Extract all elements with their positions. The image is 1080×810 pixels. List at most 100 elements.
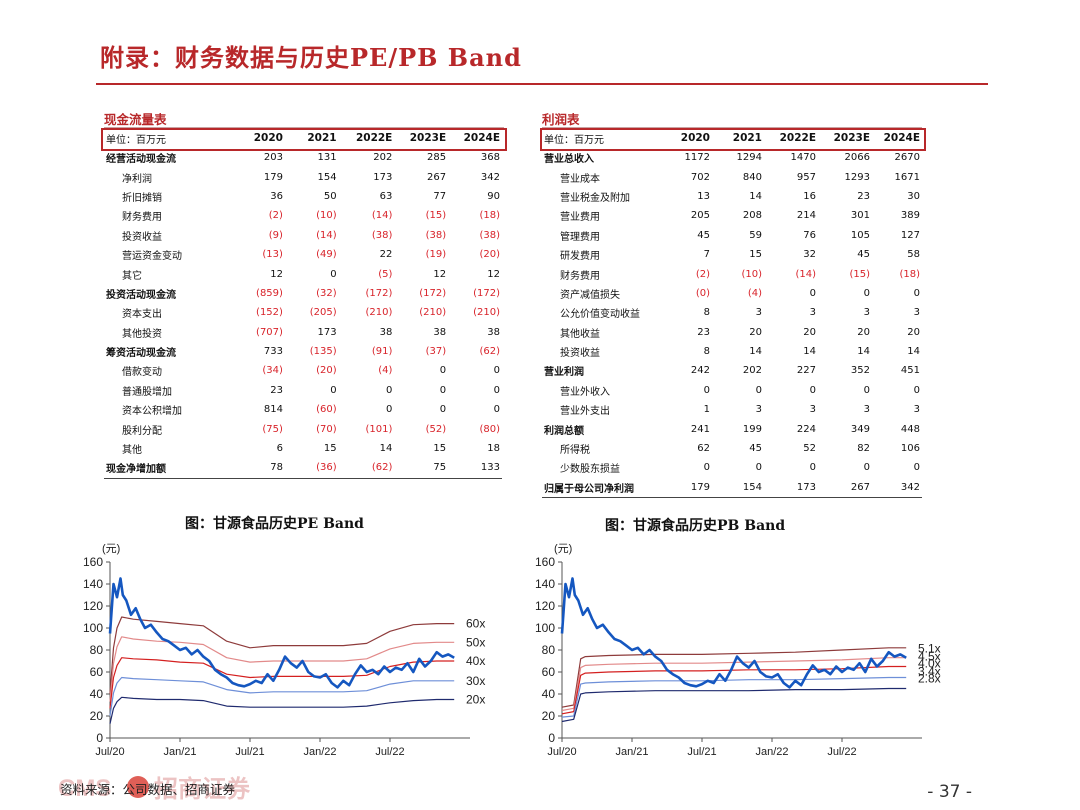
income-row-label: 少数股东损益: [560, 464, 620, 476]
cash-flow-cell: (5): [378, 268, 393, 280]
income-cell: 45: [749, 443, 762, 455]
cash-flow-year: 2022E: [355, 132, 393, 144]
cash-flow-cell: 22: [379, 249, 393, 261]
cash-flow-cell: (205): [309, 307, 337, 319]
cash-flow-cell: 173: [373, 171, 393, 183]
pe-band-line: [109, 636, 455, 702]
cash-flow-row-label: 资本公积增加: [122, 406, 182, 418]
income-cell: 58: [907, 249, 920, 261]
income-row: 营业成本 702 840 957 1293 1671: [542, 167, 922, 186]
cash-flow-label: 现金流量表: [104, 112, 167, 127]
income-cell: 14: [857, 346, 870, 358]
cash-flow-cell: (135): [309, 346, 337, 358]
income-row: 归属于母公司净利润 179 154 173 267 342: [542, 477, 922, 499]
pb-y-tick-label: 100: [535, 621, 555, 635]
cash-flow-cell: 12: [270, 268, 283, 280]
pe-y-tick-label: 40: [90, 687, 104, 701]
cash-flow-cell: (52): [425, 423, 447, 435]
income-cell: 1: [703, 404, 710, 416]
income-cell: 202: [742, 365, 762, 377]
income-cell: 3: [863, 307, 870, 319]
cash-flow-cell: 15: [433, 443, 447, 455]
cash-flow-row: 股利分配 (75) (70) (101) (52) (80): [104, 419, 502, 438]
income-row-label: 投资收益: [560, 348, 600, 360]
income-cell: 241: [690, 423, 710, 435]
income-cell: 45: [857, 249, 870, 261]
cash-flow-cell: (14): [371, 210, 393, 222]
cash-flow-cell: 0: [330, 384, 337, 396]
income-cell: 448: [900, 423, 920, 435]
income-cell: 242: [690, 365, 710, 377]
cash-flow-cell: 38: [487, 326, 500, 338]
income-cell: 1293: [844, 171, 870, 183]
income-row: 营业费用 205 208 214 301 389: [542, 206, 922, 225]
income-row-label: 归属于母公司净利润: [542, 477, 658, 499]
income-row: 所得税 62 45 52 82 106: [542, 439, 922, 458]
income-table: 单位：百万元 2020 2021 2022E 2023E 2024E 营业总收入…: [542, 128, 922, 499]
income-cell: 0: [913, 462, 920, 474]
pb-band-line: [561, 657, 907, 712]
income-cell: 342: [872, 477, 922, 499]
income-row: 管理费用 45 59 76 105 127: [542, 226, 922, 245]
pe-band-label: 60x: [466, 617, 485, 631]
income-cell: 3: [863, 404, 870, 416]
cash-flow-cell: 0: [385, 404, 393, 416]
cash-flow-cell: (38): [371, 229, 393, 241]
pe-band-line: [109, 676, 455, 717]
pb-band-caption: 图：甘源食品历史PB Band: [605, 518, 786, 534]
cash-flow-cell: 173: [317, 326, 337, 338]
pb-band-line: [561, 647, 907, 708]
pb-price-line: [560, 577, 907, 689]
cash-flow-row-label: 经营活动现金流: [106, 154, 176, 166]
income-row: 资产减值损失 (0) (4) 0 0 0: [542, 284, 922, 303]
cash-flow-cell: (32): [316, 287, 337, 299]
income-cell: 32: [803, 249, 816, 261]
cash-flow-cell: (38): [479, 229, 500, 241]
income-cell: (2): [695, 268, 710, 280]
pe-x-tick-label: Jul/21: [235, 746, 264, 758]
pb-band-label: 2.8x: [918, 671, 941, 685]
cash-flow-cell: 38: [433, 326, 447, 338]
income-cell: 8: [703, 346, 710, 358]
income-row: 营业总收入 1172 1294 1470 2066 2670: [542, 148, 922, 167]
income-row: 营业外支出 1 3 3 3 3: [542, 400, 922, 419]
pb-band-label: 5.1x: [918, 641, 941, 655]
cash-flow-cell: 50: [323, 190, 337, 202]
cash-flow-label-underline: [104, 127, 504, 128]
pb-y-tick-label: 140: [535, 577, 555, 591]
income-cell: 14: [803, 346, 816, 358]
cash-flow-cell: (210): [473, 307, 500, 319]
income-year: 2023E: [833, 132, 870, 144]
pe-y-tick-label: 140: [83, 577, 103, 591]
pb-band-label: 4.5x: [918, 649, 941, 663]
income-row-label: 所得税: [560, 445, 590, 457]
pb-y-tick-label: 120: [535, 599, 555, 613]
income-cell: 1671: [894, 171, 920, 183]
pe-price-line: [108, 577, 455, 689]
income-cell: (0): [695, 287, 710, 299]
income-cell: 352: [850, 365, 870, 377]
income-cell: 52: [803, 443, 816, 455]
cash-flow-cell: (859): [256, 287, 283, 299]
pe-x-tick-label: Jan/21: [163, 746, 196, 758]
income-year: 2021: [732, 132, 762, 144]
income-cell: 0: [755, 462, 762, 474]
cash-flow-cell: 12: [487, 268, 500, 280]
income-cell: (18): [899, 268, 920, 280]
income-cell: 20: [857, 326, 870, 338]
cash-flow-cell: 368: [480, 152, 500, 164]
cash-flow-cell: (210): [419, 307, 447, 319]
pb-y-unit: (元): [554, 543, 572, 555]
income-row-label: 公允价值变动收益: [560, 309, 640, 321]
cash-flow-row-label: 财务费用: [122, 212, 162, 224]
income-year: 2020: [680, 132, 710, 144]
income-cell: 7: [703, 249, 710, 261]
income-row: 公允价值变动收益 8 3 3 3 3: [542, 303, 922, 322]
cash-flow-row: 普通股增加 23 0 0 0 0: [104, 381, 502, 400]
cash-flow-cell: (172): [419, 287, 447, 299]
cash-flow-cell: (19): [425, 249, 447, 261]
income-cell: 702: [690, 171, 710, 183]
pe-y-tick-label: 20: [90, 709, 104, 723]
income-cell: 14: [749, 346, 762, 358]
income-cell: 840: [742, 171, 762, 183]
